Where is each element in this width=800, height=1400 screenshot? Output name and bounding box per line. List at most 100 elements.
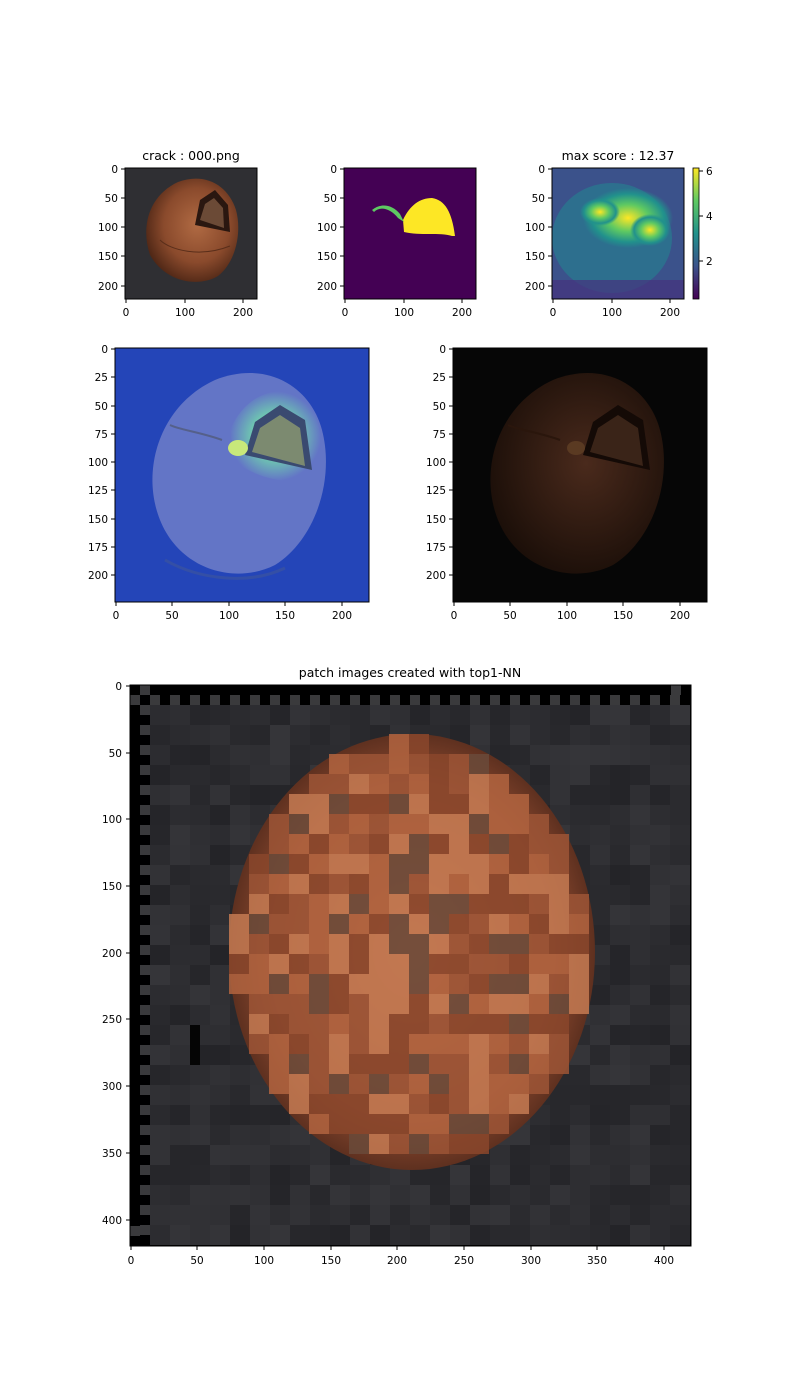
y-tick-label: 0	[330, 164, 337, 176]
x-tick-label: 0	[342, 307, 349, 319]
y-tick-label: 125	[426, 485, 446, 497]
y-tick-label: 200	[102, 948, 122, 960]
x-tick-label: 0	[113, 610, 120, 622]
y-tick-label: 175	[88, 542, 108, 554]
x-axis: 0 100 200	[550, 299, 680, 319]
x-axis: 0 100 200	[123, 299, 253, 319]
y-tick-label: 250	[102, 1014, 122, 1026]
y-tick-label: 150	[525, 251, 545, 263]
y-tick-label: 75	[95, 429, 108, 441]
colorbar-tick-label: 6	[706, 166, 713, 178]
axes-frame	[343, 167, 477, 300]
mosaic-nut-patches	[229, 734, 589, 1154]
panel-original: crack : 000.png 0 100 200 0 50 100 15	[98, 148, 258, 319]
y-tick-label: 100	[525, 222, 545, 234]
y-tick-label: 200	[88, 570, 108, 582]
panel-heatmap-overlay: 0 50 100 150 200 0 25 50 75 100 125 150 …	[88, 344, 370, 622]
panel-title: patch images created with top1-NN	[299, 665, 521, 680]
y-tick-label: 125	[88, 485, 108, 497]
y-tick-label: 50	[105, 193, 118, 205]
y-tick-label: 300	[102, 1081, 122, 1093]
x-tick-label: 300	[521, 1255, 541, 1267]
y-tick-label: 25	[95, 372, 108, 384]
y-tick-label: 200	[525, 281, 545, 293]
y-tick-label: 150	[426, 514, 446, 526]
y-tick-label: 50	[95, 401, 108, 413]
panel-masked-image: 0 50 100 150 200 0 25 50 75 100 125 150 …	[426, 344, 708, 622]
x-tick-label: 0	[123, 307, 130, 319]
x-tick-label: 150	[321, 1255, 341, 1267]
y-tick-label: 200	[426, 570, 446, 582]
y-tick-label: 0	[115, 681, 122, 693]
hazelnut-original-image	[125, 168, 257, 299]
y-tick-label: 0	[111, 164, 118, 176]
y-tick-label: 50	[433, 401, 446, 413]
y-tick-label: 0	[101, 344, 108, 356]
x-tick-label: 0	[128, 1255, 135, 1267]
patch-mosaic-image	[130, 685, 691, 1246]
y-tick-label: 75	[433, 429, 446, 441]
x-tick-label: 200	[670, 610, 690, 622]
x-tick-label: 0	[550, 307, 557, 319]
axes-frame	[551, 167, 685, 300]
y-tick-label: 100	[426, 457, 446, 469]
x-tick-label: 50	[190, 1255, 203, 1267]
x-tick-label: 150	[275, 610, 295, 622]
panel-title: crack : 000.png	[142, 148, 240, 163]
y-tick-label: 100	[88, 457, 108, 469]
colorbar: 6 4 2	[692, 166, 713, 300]
x-tick-label: 100	[219, 610, 239, 622]
y-axis: 0 50 100 150 200	[317, 164, 344, 293]
y-tick-label: 350	[102, 1148, 122, 1160]
axes-frame	[452, 347, 708, 603]
axes-frame	[124, 167, 258, 300]
x-tick-label: 50	[165, 610, 178, 622]
y-axis: 0 50 100 150 200	[525, 164, 552, 293]
x-tick-label: 200	[660, 307, 680, 319]
x-tick-label: 100	[394, 307, 414, 319]
y-tick-label: 150	[102, 881, 122, 893]
y-axis: 0 50 100 150 200 250 300 350 400	[102, 681, 130, 1227]
y-tick-label: 200	[317, 281, 337, 293]
hazelnut-heatmap-overlay-image	[115, 348, 369, 602]
panel-patch-images: patch images created with top1-NN 0 50 1…	[102, 665, 692, 1267]
panel-score-map: max score : 12.37 0 100 200 0 50 100	[525, 148, 713, 319]
x-axis: 0 50 100 150 200 250 300 350 400	[128, 1246, 674, 1267]
colorbar-tick-label: 4	[706, 211, 713, 223]
x-axis: 0 100 200	[342, 299, 472, 319]
y-tick-label: 0	[439, 344, 446, 356]
y-tick-label: 0	[538, 164, 545, 176]
x-tick-label: 100	[175, 307, 195, 319]
panel-title: max score : 12.37	[562, 148, 675, 163]
x-tick-label: 250	[454, 1255, 474, 1267]
x-tick-label: 200	[452, 307, 472, 319]
y-tick-label: 25	[433, 372, 446, 384]
panel-ground-truth: 0 100 200 0 50 100 150 200	[317, 164, 477, 319]
hazelnut-darkened-image	[453, 348, 707, 602]
x-tick-label: 50	[503, 610, 516, 622]
axes-frame	[114, 347, 370, 603]
anomaly-score-heatmap-image	[552, 168, 684, 299]
y-tick-label: 50	[532, 193, 545, 205]
x-tick-label: 100	[254, 1255, 274, 1267]
x-tick-label: 400	[654, 1255, 674, 1267]
x-axis: 0 50 100 150 200	[451, 602, 690, 622]
y-tick-label: 175	[426, 542, 446, 554]
x-tick-label: 200	[233, 307, 253, 319]
x-tick-label: 150	[613, 610, 633, 622]
colorbar-tick-label: 2	[706, 256, 713, 268]
x-tick-label: 0	[451, 610, 458, 622]
ground-truth-mask-image	[344, 168, 476, 299]
y-tick-label: 100	[98, 222, 118, 234]
y-tick-label: 200	[98, 281, 118, 293]
y-axis: 0 50 100 150 200	[98, 164, 125, 293]
x-tick-label: 100	[557, 610, 577, 622]
x-tick-label: 200	[332, 610, 352, 622]
y-tick-label: 150	[317, 251, 337, 263]
y-tick-label: 100	[102, 814, 122, 826]
y-axis: 0 25 50 75 100 125 150 175 200	[426, 344, 453, 582]
y-axis: 0 25 50 75 100 125 150 175 200	[88, 344, 115, 582]
x-tick-label: 200	[387, 1255, 407, 1267]
axes-frame	[129, 684, 692, 1247]
